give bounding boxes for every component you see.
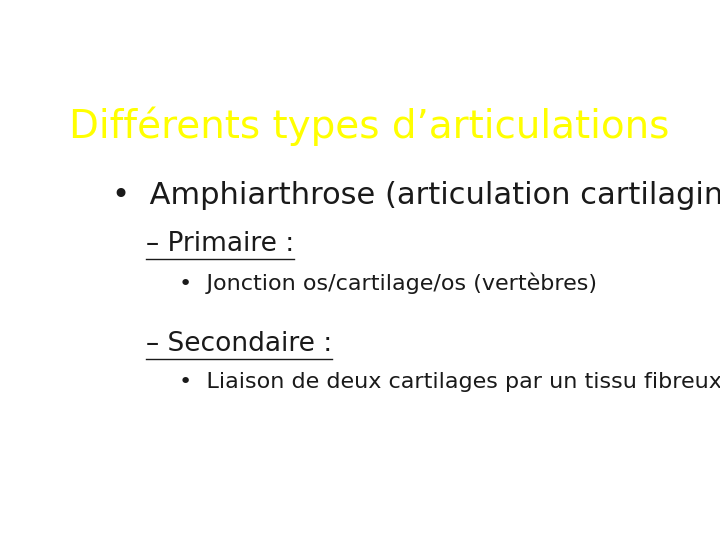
Text: Différents types d’articulations: Différents types d’articulations <box>69 106 669 146</box>
Text: •  Amphiarthrose (articulation cartilagineuse): • Amphiarthrose (articulation cartilagin… <box>112 181 720 210</box>
Text: •  Liaison de deux cartilages par un tissu fibreux: • Liaison de deux cartilages par un tiss… <box>179 373 720 393</box>
Text: – Secondaire :: – Secondaire : <box>145 331 332 357</box>
Text: •  Jonction os/cartilage/os (vertèbres): • Jonction os/cartilage/os (vertèbres) <box>179 273 598 294</box>
Text: – Primaire :: – Primaire : <box>145 231 294 257</box>
